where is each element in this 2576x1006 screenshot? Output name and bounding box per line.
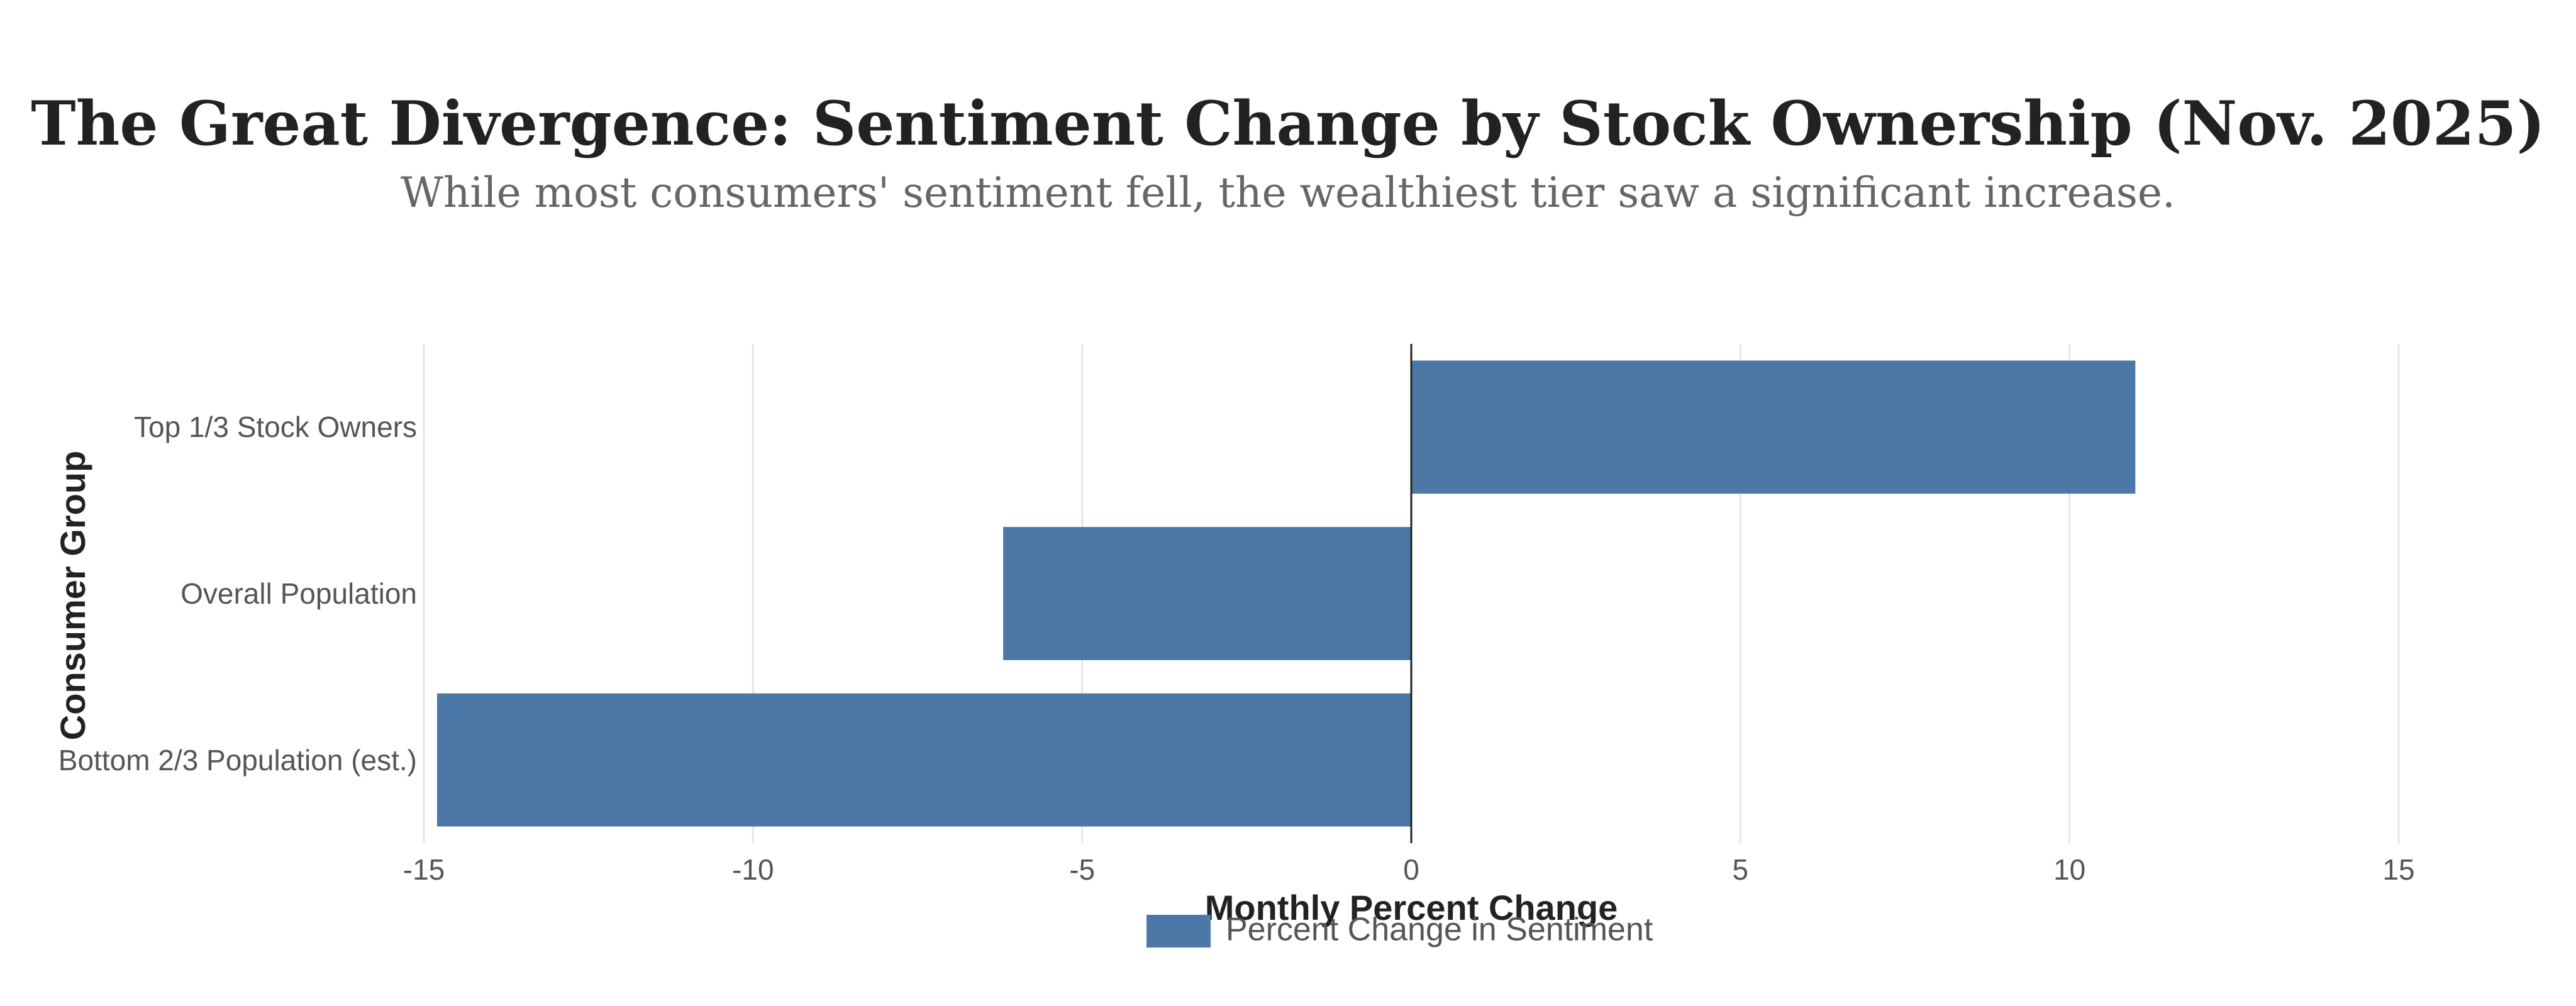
legend-swatch: [1146, 915, 1211, 948]
bar: [436, 693, 1411, 827]
legend-label: Percent Change in Sentiment: [1226, 912, 1653, 948]
y-tick-label: Top 1/3 Stock Owners: [134, 411, 417, 444]
x-tick-label: 10: [2053, 853, 2085, 886]
bar: [1003, 527, 1411, 660]
x-tick-label: -10: [732, 853, 774, 886]
y-tick-label: Overall Population: [180, 577, 417, 610]
chart-subtitle: While most consumers' sentiment fell, th…: [401, 169, 2175, 217]
chart-title: The Great Divergence: Sentiment Change b…: [31, 88, 2545, 159]
y-axis-title: Consumer Group: [53, 451, 92, 740]
x-tick-label: -5: [1069, 853, 1095, 886]
bar: [1411, 360, 2136, 494]
x-axis-title: Monthly Percent Change: [1205, 888, 1618, 927]
y-tick-label: Bottom 2/3 Population (est.): [58, 743, 417, 777]
x-tick-label: -15: [403, 853, 445, 886]
x-tick-label: 0: [1403, 853, 1419, 886]
x-tick-label: 15: [2382, 853, 2414, 886]
x-tick-label: 5: [1733, 853, 1749, 886]
